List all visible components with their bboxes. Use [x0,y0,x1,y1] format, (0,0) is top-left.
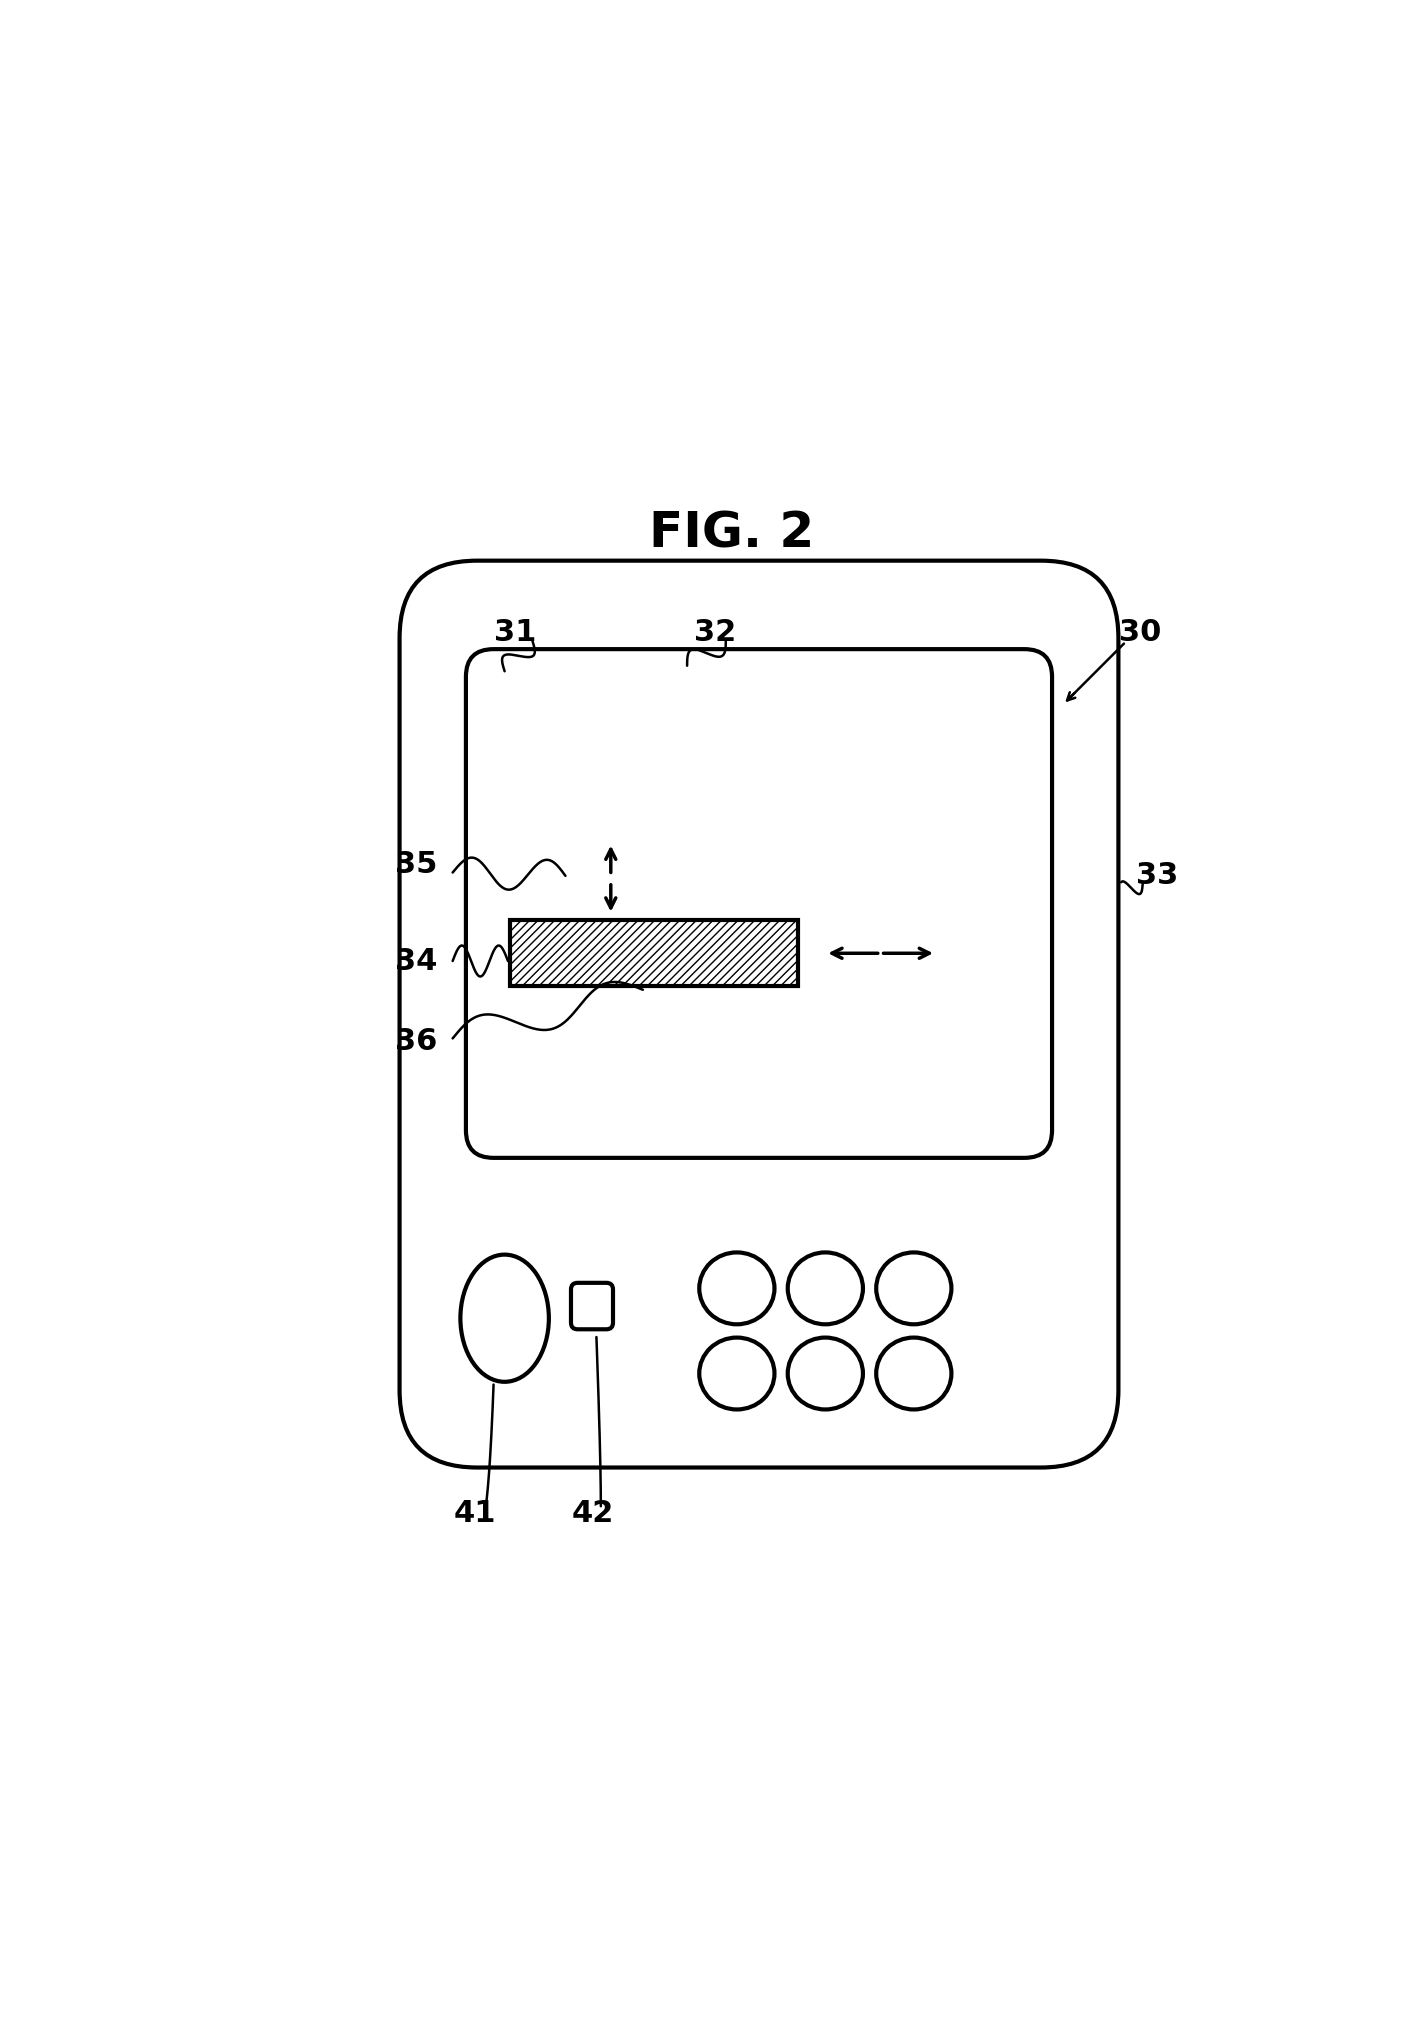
FancyBboxPatch shape [400,560,1119,1468]
Text: 35: 35 [395,851,437,879]
Text: 30: 30 [1119,617,1162,648]
Text: 36: 36 [395,1027,437,1056]
Text: 33: 33 [1136,861,1179,891]
Text: 32: 32 [694,617,736,648]
Ellipse shape [788,1338,863,1409]
Text: 34: 34 [395,946,437,976]
FancyBboxPatch shape [465,650,1052,1157]
Text: 42: 42 [572,1500,614,1529]
Text: 31: 31 [495,617,537,648]
Ellipse shape [699,1338,775,1409]
FancyBboxPatch shape [571,1283,614,1330]
Ellipse shape [788,1253,863,1324]
Text: FIG. 2: FIG. 2 [649,510,813,556]
Ellipse shape [461,1255,549,1382]
Ellipse shape [876,1338,952,1409]
Text: 41: 41 [454,1500,497,1529]
Bar [511,920,798,987]
Ellipse shape [876,1253,952,1324]
Ellipse shape [699,1253,775,1324]
